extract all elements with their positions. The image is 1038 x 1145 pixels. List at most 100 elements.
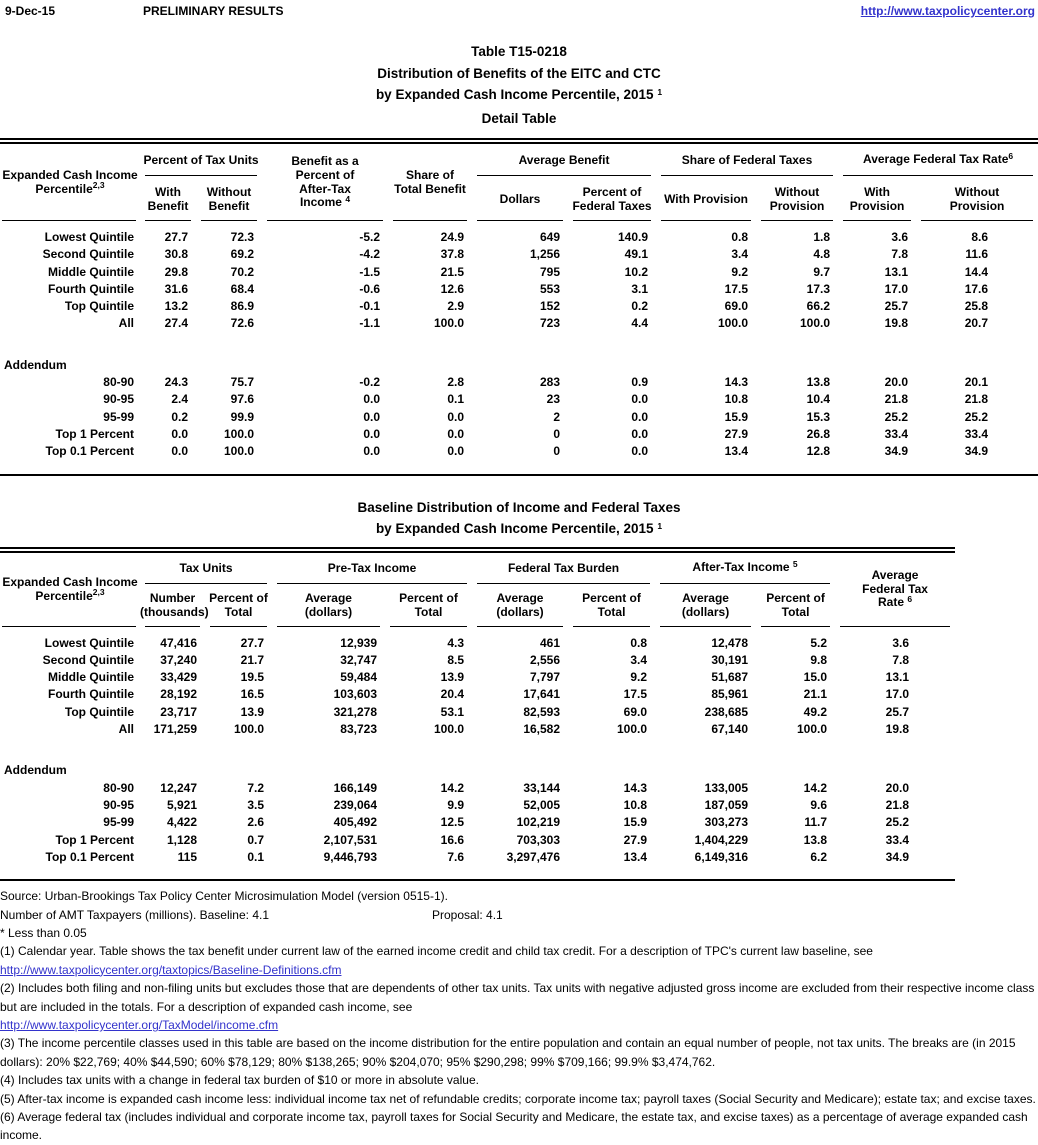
table-cell: 69.0 [623,704,648,719]
table-cell: 25.2 [885,815,910,830]
table-cell: 24.9 [440,230,465,244]
footnote-link[interactable]: http://www.taxpolicycenter.org/TaxModel/… [0,1017,279,1032]
table-cell: 2.4 [171,392,188,407]
table-cell: 2 [553,409,561,424]
table-cell: 2,556 [529,652,561,667]
column-group-header: Benefit as a Percent of After-Tax Income… [262,144,388,222]
row-label: Fourth Quintile [48,281,134,296]
table-cell: 4.8 [813,247,831,262]
table-cell: 13.4 [724,444,749,459]
table-cell: 0.0 [171,444,188,459]
table-row: Top 1 Percent 1,128 0.7 2,107,531 16.6 703,30… [0,832,955,849]
table-cell: 14.3 [724,375,749,390]
table-cell: 17.5 [623,687,648,702]
table-row: All 27.4 72.6 -1.1 100.0 723 4.4 100.0 100.0 19.8… [0,315,1038,332]
table-cell: 0.2 [171,409,188,424]
column-subheader: Dollars [472,177,568,222]
table-cell: 25.7 [885,704,910,719]
row-header: Expanded Cash Income Percentile2,3 [0,553,140,628]
table-cell: 0.0 [447,409,465,424]
table-cell: 21.8 [884,392,909,407]
table-row: 80-90 24.3 75.7 -0.2 2.8 283 0.9 14.3 13.8 20.0 20… [0,374,1038,391]
table-cell: 239,064 [333,797,377,812]
table-cell: 31.6 [164,281,188,296]
row-label: 90-95 [103,392,134,407]
table-cell: 8.5 [447,652,465,667]
baseline-distribution-table: Expanded Cash Income Percentile2,3 Tax Uni… [0,553,955,867]
table-row: All 171,259 100.0 83,723 100.0 16,582 100.0 67,… [0,721,955,738]
table-cell: 0.0 [363,409,381,424]
table-cell: 3.1 [631,281,649,296]
table-cell: 0 [553,426,561,441]
table-cell: 102,219 [516,815,561,830]
row-label: Top 1 Percent [55,832,134,847]
date-label: 9-Dec-15 [5,4,56,18]
table-cell: 100.0 [800,316,831,331]
column-subheader: Average (dollars) [272,585,385,628]
table-row: Top Quintile 13.2 86.9 -0.1 2.9 152 0.2 69.0 66.… [0,298,1038,315]
table-cell: -1.1 [359,316,381,331]
table-cell: 17.0 [884,281,909,296]
table-cell: 33,144 [523,780,561,795]
footnote-link-line: http://www.taxpolicycenter.org/TaxModel/… [0,1016,1038,1034]
footnote-text: (2) Includes both filing and non-filing … [0,981,1035,1014]
site-url-link[interactable]: http://www.taxpolicycenter.org [860,4,1035,18]
table-cell: -4.2 [359,247,381,262]
table-cell: 3,297,476 [506,849,561,864]
footnotes-section: Source: Urban-Brookings Tax Policy Cente… [0,887,1038,1145]
table-cell: 321,278 [333,704,377,719]
row-label: Top 1 Percent [55,426,134,441]
table-cell: 0.0 [171,426,188,441]
table-cell: 27.9 [724,426,749,441]
footnote-text: (1) Calendar year. Table shows the tax b… [0,944,873,959]
row-label: Lowest Quintile [44,230,134,244]
table-cell: 14.2 [440,780,465,795]
table-cell: 100.0 [718,316,749,331]
table-cell: 0.0 [447,426,465,441]
table-cell: 16,582 [523,722,561,737]
table-cell: 9.2 [731,264,749,279]
table-cell: 30.8 [164,247,188,262]
table-cell: 2.8 [447,375,465,390]
table-cell: 12,478 [711,635,749,650]
table-cell: 37.8 [440,247,465,262]
footnote-text: * Less than 0.05 [0,925,87,940]
table-cell: 66.2 [806,299,831,314]
table-cell: -0.1 [359,299,381,314]
table-cell: 15.3 [806,409,831,424]
table-row: Second Quintile 30.8 69.2 -4.2 37.8 1,256 49.1… [0,246,1038,263]
table-row: Top 1 Percent 0.0 100.0 0.0 0.0 0 0.0 27.9 26.8 3… [0,426,1038,443]
table-row: 80-90 12,247 7.2 166,149 14.2 33,144 14.3 133,0… [0,780,955,797]
spacer-row [0,333,1038,357]
table-cell: 1,128 [166,832,197,847]
table-cell: -0.6 [359,281,381,296]
table-cell: 14.3 [623,780,648,795]
table-cell: 0.0 [631,426,649,441]
table-cell: 25.8 [964,299,989,314]
footnote-text: (5) After-tax income is expanded cash in… [0,1091,1036,1106]
table-cell: 649 [539,230,561,244]
page-header: 9-Dec-15 PRELIMINARY RESULTS http://www.… [0,0,1038,22]
table-cell: 15.0 [803,670,828,685]
column-subheader: With Provision [656,177,756,222]
table-cell: 171,259 [153,722,197,737]
column-subheader: With Benefit [140,177,196,222]
column-subheader: Percent of Total [568,585,655,628]
table-cell: 133,005 [704,780,749,795]
table-row: Lowest Quintile 27.7 72.3 -5.2 24.9 649 140.9 0… [0,222,1038,246]
table-cell: 461 [539,635,561,650]
table-cell: 13.2 [164,299,188,314]
table-cell: 11.7 [804,815,828,830]
table-cell: 21.8 [964,392,989,407]
column-group-header: Average Federal Tax Rate 6 [835,553,955,628]
footnote-link[interactable]: http://www.taxpolicycenter.org/taxtopics… [0,962,342,977]
column-group-header: Share of Total Benefit [388,144,472,222]
spacer-cell [0,738,955,762]
amt-proposal-text: Proposal: 4.1 [432,907,503,922]
benefits-distribution-table: Expanded Cash Income Percentile2,3 Percent… [0,144,1038,461]
column-group-header: Tax Units [140,553,272,585]
table-cell: 0.7 [247,832,264,847]
table-cell: 99.9 [230,409,255,424]
table-cell: 166,149 [333,780,377,795]
table-cell: 238,685 [704,704,749,719]
